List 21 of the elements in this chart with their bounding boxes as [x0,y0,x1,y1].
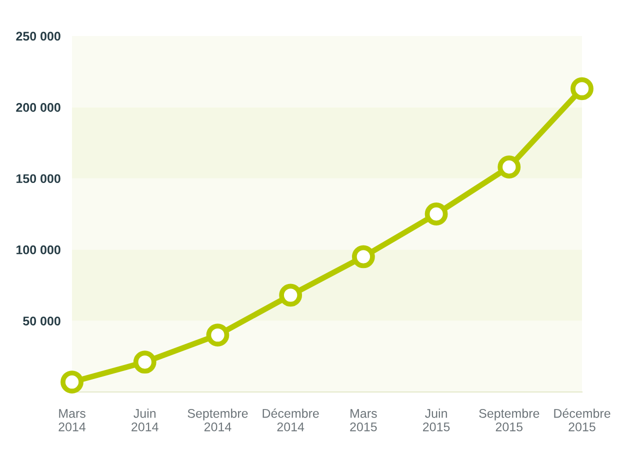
x-tick-label: Mars 2015 [350,409,377,432]
y-tick-label: 50 000 [23,316,60,326]
point [60,370,84,394]
point [279,284,302,307]
point [424,202,448,226]
y-tick-label: 100 000 [16,245,60,254]
x-tick-label: Septembre 2014 [188,408,248,432]
x-tick-label: Mars 2014 [58,409,86,432]
x-tick-label: Décembre 2014 [262,408,319,432]
point [570,77,594,100]
x-tick-label: Juin 2014 [132,408,158,432]
x-tick-label: Juin 2015 [423,408,450,432]
x-tick-label: Septembre 2015 [479,408,540,432]
point [133,350,156,374]
x-tick-label: Décembre 2015 [554,408,610,432]
point [352,245,375,268]
y-tick-label: 200 000 [16,103,60,112]
point [206,324,230,346]
y-tick-label: 150 000 [16,174,60,184]
point [498,156,521,178]
y-tick-label: 250 000 [16,32,60,41]
